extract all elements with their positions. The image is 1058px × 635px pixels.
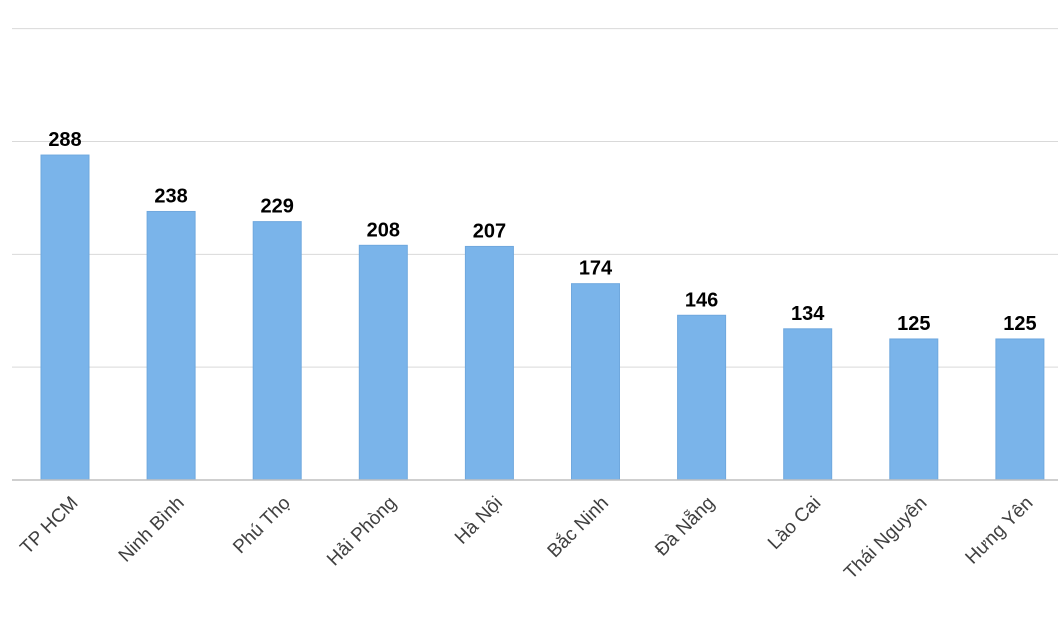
category-label-2: Ninh Bình [115, 493, 189, 567]
value-label-7: 146 [685, 289, 718, 311]
category-label-6: Bắc Ninh [543, 492, 613, 562]
bars [40, 154, 1045, 481]
value-label-10: 125 [1003, 313, 1036, 335]
bar-10 [995, 338, 1045, 481]
bar-4 [358, 244, 408, 481]
bar-1 [40, 154, 90, 481]
value-label-6: 174 [579, 258, 613, 280]
category-label-5: Hà Nội [451, 493, 507, 549]
value-label-1: 288 [48, 129, 81, 151]
bar-2 [146, 210, 196, 481]
bar-9 [889, 338, 939, 481]
category-label-8: Lào Cai [764, 493, 825, 554]
category-label-10: Hưng Yên [962, 493, 1038, 569]
value-label-4: 208 [367, 219, 400, 241]
bar-6 [571, 283, 620, 481]
category-label-1: TP HCM [16, 493, 82, 559]
value-labels: 288 238 229 208 207 174 146 134 125 125 [48, 129, 1036, 335]
value-label-9: 125 [897, 313, 930, 335]
value-label-5: 207 [473, 220, 506, 242]
category-label-4: Hải Phòng [323, 493, 401, 571]
category-label-3: Phú Thọ [229, 493, 294, 558]
category-labels: TP HCM Ninh Bình Phú Thọ Hải Phòng Hà Nội Bắc… [16, 492, 1037, 584]
bar-3 [252, 221, 302, 481]
category-label-9: Thái Nguyên [840, 493, 931, 584]
category-label-7: Đà Nẵng [651, 493, 719, 561]
value-label-2: 238 [154, 185, 187, 207]
bar-5 [464, 245, 514, 481]
bar-8 [783, 328, 833, 481]
bar-7 [677, 314, 727, 481]
value-label-8: 134 [791, 303, 825, 325]
value-label-3: 229 [261, 196, 294, 218]
